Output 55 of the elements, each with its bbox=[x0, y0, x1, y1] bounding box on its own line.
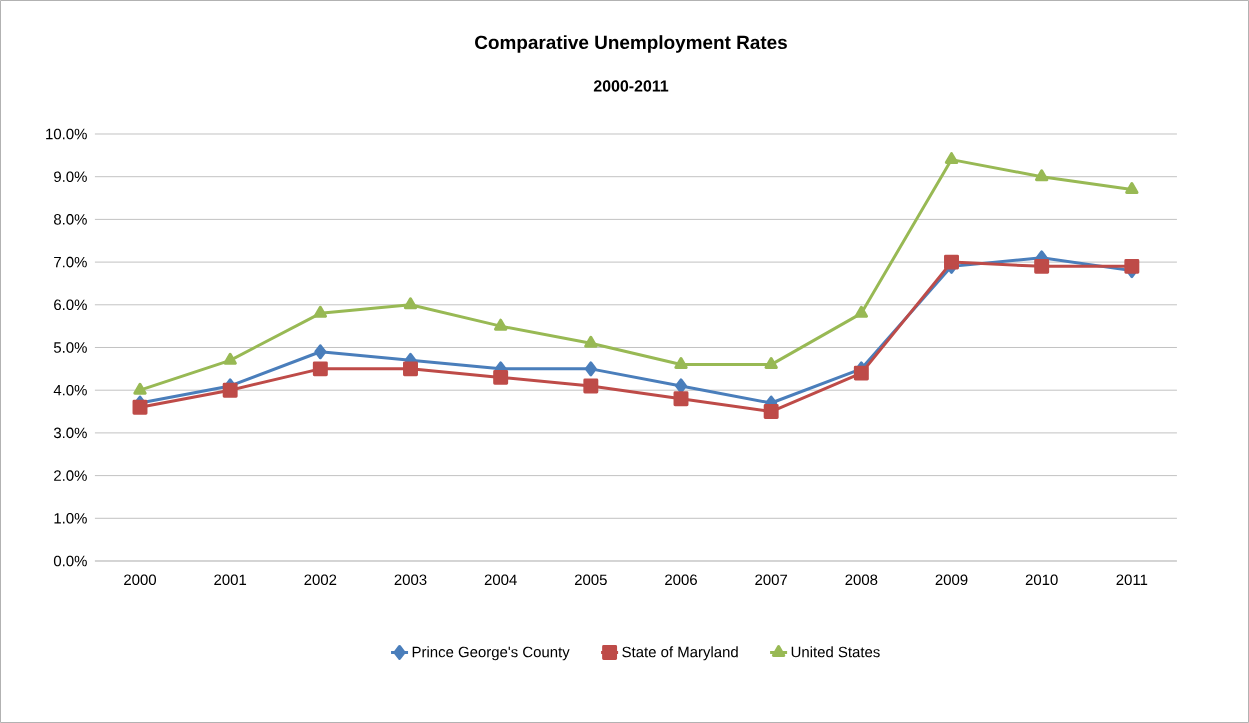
point bbox=[1124, 258, 1140, 274]
point bbox=[222, 382, 238, 398]
x-tick-label: 2007 bbox=[755, 574, 788, 586]
y-tick-label: 3.0% bbox=[53, 427, 87, 439]
x-tick-label: 2003 bbox=[394, 574, 427, 586]
point bbox=[944, 152, 959, 165]
y-tick-label: 6.0% bbox=[54, 299, 87, 311]
y-tick-label: 8.0% bbox=[54, 214, 87, 225]
x-tick-label: 2006 bbox=[665, 574, 697, 586]
x-tick-label: 2009 bbox=[935, 574, 968, 586]
point bbox=[764, 357, 778, 370]
point bbox=[314, 344, 327, 360]
y-tick-label: 10.0% bbox=[46, 128, 87, 140]
point bbox=[854, 305, 869, 318]
legend-label: State of Maryland bbox=[622, 646, 738, 661]
point bbox=[583, 378, 599, 394]
point bbox=[1125, 182, 1139, 194]
x-tick-label: 2000 bbox=[124, 574, 157, 586]
point bbox=[493, 369, 509, 385]
point bbox=[674, 357, 688, 370]
x-tick-label: 2004 bbox=[484, 574, 517, 586]
y-tick-label: 9.0% bbox=[54, 171, 87, 182]
legend-label: Prince George's County bbox=[412, 646, 570, 661]
y-tick-label: 5.0% bbox=[53, 342, 87, 353]
point bbox=[584, 335, 598, 348]
point bbox=[675, 378, 687, 394]
point bbox=[312, 361, 328, 377]
point bbox=[132, 399, 148, 415]
x-tick-label: 2010 bbox=[1025, 574, 1058, 586]
point bbox=[673, 391, 689, 407]
x-tick-label: 2001 bbox=[214, 574, 247, 586]
y-tick-label: 1.0% bbox=[54, 513, 87, 524]
chart-title: Comparative Unemployment Rates bbox=[475, 35, 787, 53]
chart-subtitle: 2000-2011 bbox=[593, 80, 669, 92]
point bbox=[853, 365, 869, 381]
y-tick-label: 7.0% bbox=[54, 256, 87, 268]
y-tick-label: 4.0% bbox=[53, 384, 87, 396]
y-tick-label: 0.0% bbox=[53, 555, 87, 567]
point bbox=[403, 361, 418, 377]
point bbox=[223, 352, 237, 365]
point bbox=[133, 382, 147, 395]
point bbox=[493, 318, 508, 331]
x-tick-label: 2011 bbox=[1116, 574, 1148, 586]
point bbox=[403, 297, 418, 310]
point bbox=[584, 361, 597, 377]
point bbox=[763, 404, 779, 420]
x-tick-label: 2002 bbox=[304, 574, 337, 586]
point bbox=[1034, 258, 1050, 274]
x-tick-label: 2005 bbox=[574, 574, 607, 586]
y-tick-label: 2.0% bbox=[54, 470, 87, 481]
point bbox=[1035, 169, 1049, 182]
point bbox=[313, 305, 328, 318]
legend-label: United States bbox=[791, 646, 880, 658]
point bbox=[944, 254, 959, 270]
x-tick-label: 2008 bbox=[845, 574, 878, 586]
